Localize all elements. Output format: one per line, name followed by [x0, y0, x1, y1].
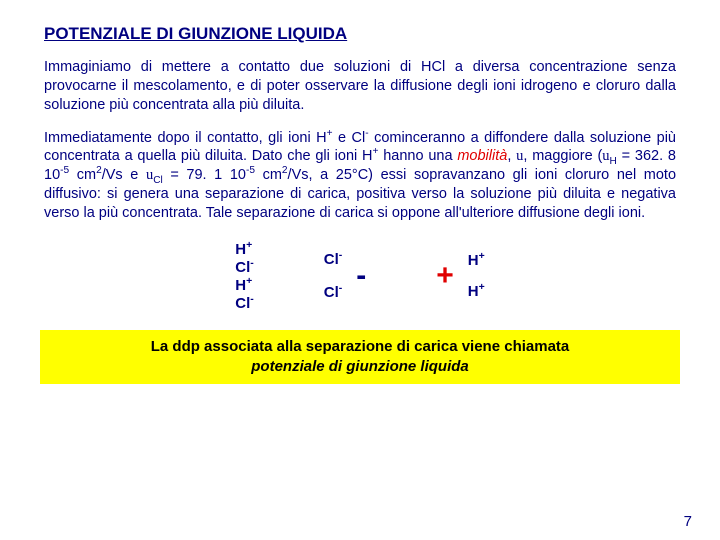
ion: H+	[235, 241, 254, 258]
mid-h-column: H+ H+	[468, 252, 485, 300]
ucl-exp: -5	[246, 165, 255, 176]
mid-cl-column: Cl- Cl-	[324, 251, 343, 301]
right-group: + H+ H+	[436, 252, 485, 300]
ucl-pre: = 79. 1 10	[163, 167, 246, 183]
hl-line-1: La ddp associata alla separazione di car…	[151, 338, 570, 355]
paragraph-2: Immediatamente dopo il contatto, gli ion…	[44, 129, 676, 223]
mobilita: mobilità	[457, 148, 507, 164]
slide-title: POTENZIALE DI GIUNZIONE LIQUIDA	[44, 24, 676, 44]
uh-exp: -5	[60, 165, 69, 176]
ion: H+	[468, 252, 485, 269]
ion: H+	[468, 283, 485, 300]
sub-h: H	[610, 156, 617, 167]
p2-f: , maggiore (	[523, 148, 602, 164]
center-group: Cl- Cl- -	[324, 251, 367, 301]
sub-cl: Cl	[153, 175, 163, 186]
p2-b: e Cl	[333, 130, 366, 146]
p2-d: hanno una	[378, 148, 457, 164]
ucl-unit: cm	[255, 167, 282, 183]
highlight-box: La ddp associata alla separazione di car…	[40, 330, 680, 385]
p2-a: Immediatamente dopo il contatto, gli ion…	[44, 130, 327, 146]
ion: Cl-	[235, 259, 254, 276]
page-number: 7	[684, 513, 692, 530]
hl-line-2: potenziale di giunzione liquida	[251, 358, 469, 375]
ion: Cl-	[324, 251, 343, 268]
ion: H+	[235, 277, 254, 294]
ion: Cl-	[235, 295, 254, 312]
uh-unit: cm	[69, 167, 96, 183]
plus-sign: +	[436, 261, 454, 291]
left-ion-column: H+ Cl- H+ Cl-	[235, 241, 254, 312]
minus-sign: -	[356, 261, 366, 291]
slide: POTENZIALE DI GIUNZIONE LIQUIDA Immagini…	[0, 0, 720, 540]
ion-diagram: H+ Cl- H+ Cl- Cl- Cl- - + H+ H+	[44, 241, 676, 312]
ion: Cl-	[324, 284, 343, 301]
vs-unit: /Vs e	[102, 167, 146, 183]
sym-u-2: u	[602, 148, 609, 164]
p2-e: ,	[507, 148, 516, 164]
paragraph-1: Immaginiamo di mettere a contatto due so…	[44, 58, 676, 115]
